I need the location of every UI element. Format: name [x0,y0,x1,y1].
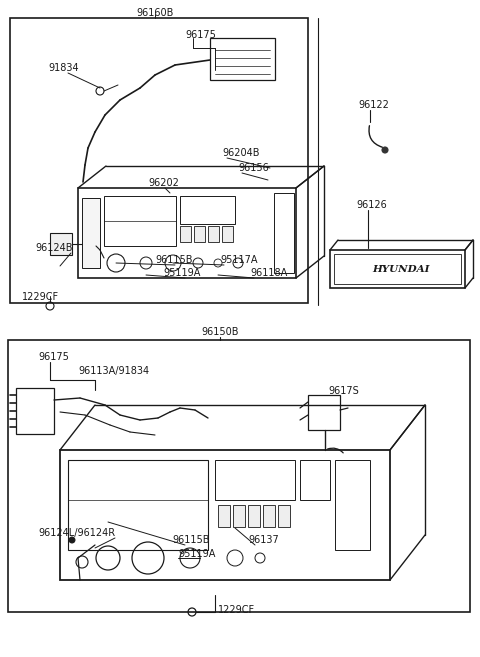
Circle shape [382,147,388,153]
Bar [10,18,308,303]
Text: 96150B: 96150B [201,327,239,337]
Bar [210,38,275,80]
Text: 95119A: 95119A [178,549,216,559]
Circle shape [69,537,75,543]
Bar [78,188,296,278]
Bar [263,505,275,527]
Text: 96115B: 96115B [172,535,209,545]
Text: 1229CF: 1229CF [22,292,59,302]
Text: 96175: 96175 [185,30,216,40]
Bar [208,226,219,242]
Bar [308,395,340,430]
Text: HYUNDAI: HYUNDAI [372,265,430,273]
Text: 96124L/96124R: 96124L/96124R [38,528,115,538]
Text: 96122: 96122 [358,100,389,110]
Text: 96118A: 96118A [250,268,287,278]
Bar [104,196,176,246]
Text: 95117A: 95117A [220,255,257,265]
Text: 96124B: 96124B [35,243,72,253]
Bar [215,460,295,500]
Text: 9617S: 9617S [328,386,359,396]
Bar [180,196,235,224]
Bar [335,460,370,550]
Bar [16,388,54,434]
Text: 95119A: 95119A [163,268,200,278]
Text: 96113A/91834: 96113A/91834 [78,366,149,376]
Text: 96126: 96126 [356,200,387,210]
Bar [248,505,260,527]
Text: 96204B: 96204B [222,148,260,158]
Bar [60,450,390,580]
Bar [278,505,290,527]
Bar [82,198,100,268]
Bar [50,233,72,255]
Bar [334,254,461,284]
Text: 91834: 91834 [48,63,79,73]
Bar [300,460,330,500]
Bar [274,193,294,273]
Text: 96175: 96175 [38,352,69,362]
Text: 96202: 96202 [148,178,179,188]
Text: 96156: 96156 [238,163,269,173]
Text: 1229CF: 1229CF [218,605,255,615]
Bar [233,505,245,527]
Bar [180,226,191,242]
Bar [222,226,233,242]
Text: 96137: 96137 [248,535,279,545]
Bar [218,505,230,527]
Bar [330,250,465,288]
Text: 96160B: 96160B [136,8,174,18]
Bar [194,226,205,242]
Bar [68,460,208,550]
Text: 96115B: 96115B [155,255,192,265]
Bar [8,340,470,612]
